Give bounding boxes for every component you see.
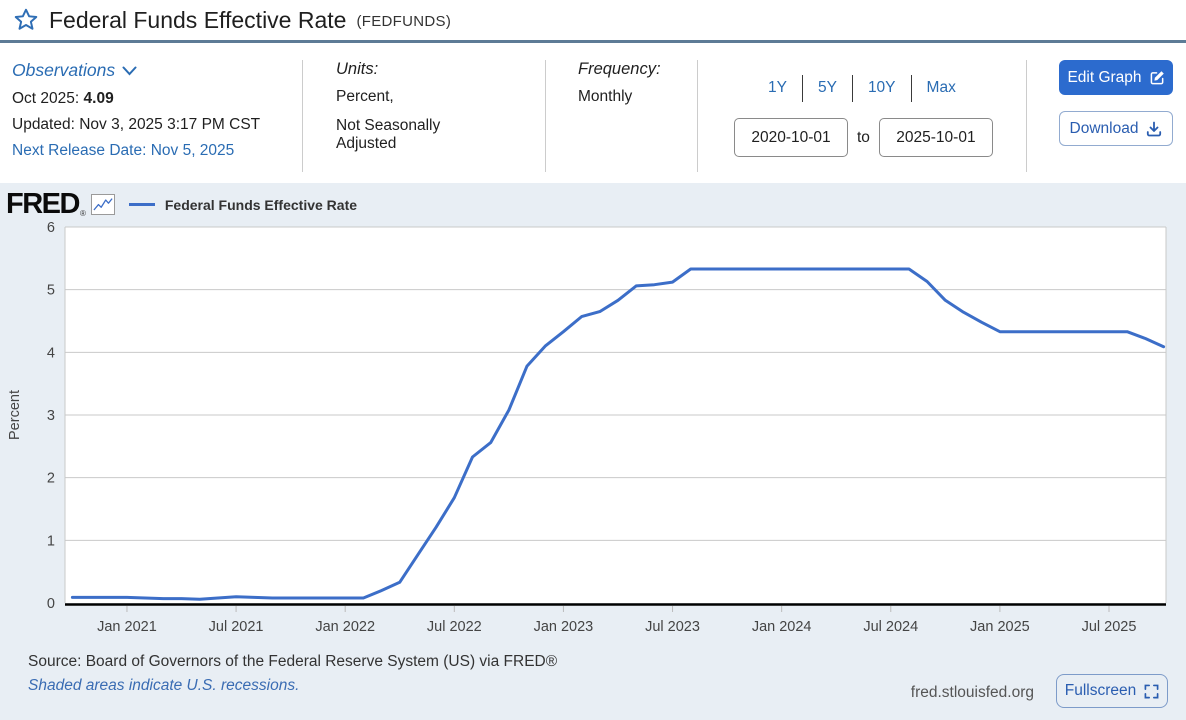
fullscreen-label: Fullscreen [1064,682,1137,699]
title-bar: Federal Funds Effective Rate (FEDFUNDS) [0,0,1186,43]
latest-value: 4.09 [83,90,114,107]
column-divider [545,60,546,172]
updated-timestamp: Updated: Nov 3, 2025 3:17 PM CST [12,116,261,133]
y-tick-label: 0 [47,596,55,612]
series-id: (FEDFUNDS) [356,13,452,30]
chart-section: 0 1 2 3 4 5 6 Jan 2021 Jul 2021 Jan 2022 Jul 2022 J… [0,183,1186,720]
range-separator [910,74,912,102]
download-label: Download [1069,119,1139,137]
page-title: Federal Funds Effective Rate [49,6,347,33]
actions-column: Edit Graph Download [1027,60,1186,183]
observations-dropdown[interactable]: Observations [12,60,302,81]
next-release-link[interactable]: Next Release Date: Nov 5, 2025 [12,142,235,159]
favorite-star-icon[interactable] [13,7,39,33]
range-selector: 1Y 5Y 10Y Max [753,74,1026,102]
units-value-1: Percent, [336,88,394,105]
date-to-input[interactable] [878,118,993,157]
date-range: to [734,118,1026,157]
range-1y-link[interactable]: 1Y [768,79,787,96]
fred-logo[interactable]: FRED [6,188,80,220]
chevron-down-icon [122,66,137,75]
registered-mark: ® [79,209,86,218]
date-from-input[interactable] [734,118,848,157]
edit-pencil-icon [1150,71,1164,85]
units-column: Units: Percent, Not Seasonally Adjusted [303,60,545,183]
range-10y-link[interactable]: 10Y [867,79,896,96]
source-text: Source: Board of Governors of the Federa… [28,653,558,670]
download-icon [1147,121,1162,136]
range-separator [851,74,853,102]
frequency-value: Monthly [578,88,633,105]
y-tick-label: 4 [47,345,55,361]
latest-period: Oct 2025: [12,90,80,107]
x-tick-label: Jan 2021 [97,619,157,635]
latest-observation: Oct 2025: 4.09 [12,90,302,108]
units-label: Units: [336,60,379,78]
range-max-link[interactable]: Max [926,79,956,96]
recessions-note-link[interactable]: Shaded areas indicate U.S. recessions. [28,677,300,694]
legend-label: Federal Funds Effective Rate [164,196,358,213]
fullscreen-button[interactable]: Fullscreen [1056,674,1168,708]
column-divider [1026,60,1027,172]
y-tick-label: 5 [47,283,55,299]
y-tick-label: 2 [47,471,55,487]
range-separator [801,74,803,102]
range-column: 1Y 5Y 10Y Max to [698,60,1026,183]
y-tick-label: 6 [47,220,55,236]
fred-chart-icon [90,194,115,215]
site-url: fred.stlouisfed.org [910,684,1034,701]
observations-label: Observations [12,60,116,80]
observations-column: Observations Oct 2025: 4.09 Updated: Nov… [0,60,302,183]
fullscreen-icon [1144,684,1159,698]
x-tick-label: Jul 2021 [209,619,264,635]
chart-header: FRED ® Federal Funds Effective Rate [6,188,357,221]
data-series-line [70,267,1166,601]
units-value-2: Not Seasonally Adjusted [336,117,441,152]
x-tick-label: Jul 2022 [427,619,482,635]
column-divider [302,60,303,172]
meta-bar: Observations Oct 2025: 4.09 Updated: Nov… [0,43,1186,183]
x-tick-label: Jul 2025 [1082,619,1137,635]
x-tick-label: Jan 2025 [970,619,1030,635]
y-axis-label: Percent [7,390,23,440]
legend-line-marker [128,203,155,206]
download-button[interactable]: Download [1059,111,1173,146]
date-to-label: to [857,128,870,146]
x-tick-label: Jul 2024 [863,619,918,635]
edit-graph-label: Edit Graph [1067,68,1142,86]
x-tick-label: Jan 2023 [534,619,594,635]
x-tick-label: Jul 2023 [645,619,700,635]
edit-graph-button[interactable]: Edit Graph [1059,60,1173,95]
x-tick-label: Jan 2024 [752,619,812,635]
y-tick-label: 3 [47,408,55,424]
frequency-column: Frequency: Monthly [546,60,697,183]
x-tick-label: Jan 2022 [315,619,375,635]
plot-area[interactable]: 0 1 2 3 4 5 6 Jan 2021 Jul 2021 Jan 2022 Jul 2022 J… [0,183,1186,645]
range-5y-link[interactable]: 5Y [817,79,837,96]
frequency-label: Frequency: [578,60,661,78]
column-divider [697,60,698,172]
y-tick-label: 1 [47,533,55,549]
